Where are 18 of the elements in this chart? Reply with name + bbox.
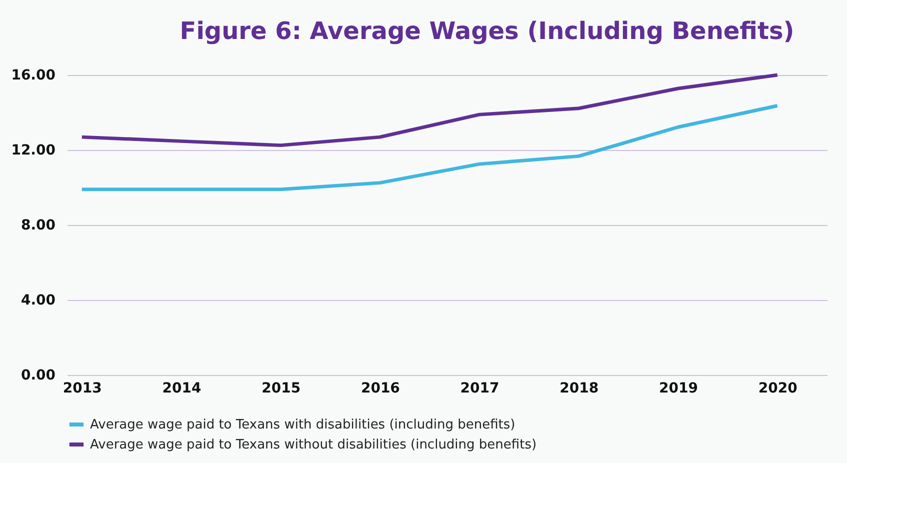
- y-tick-label: 4.00: [20, 292, 56, 308]
- x-tick-label: 2018: [560, 380, 599, 396]
- y-tick-label: 12.00: [11, 142, 56, 158]
- x-tick-label: 2020: [758, 380, 798, 396]
- x-tick-label: 2016: [360, 380, 400, 396]
- x-tick-label: 2017: [460, 380, 500, 396]
- x-tick-label: 2013: [62, 380, 102, 396]
- line-series: [80, 73, 780, 148]
- legend-label: Average wage paid to Texans with disabilities (including benefits): [90, 418, 516, 432]
- legend-label: Average wage paid to Texans without disabilities (including benefits): [90, 438, 537, 452]
- line-series: [80, 104, 780, 192]
- y-tick-label: 16.00: [11, 68, 56, 84]
- x-tick-label: 2014: [162, 380, 202, 396]
- x-tick-label: 2015: [262, 380, 301, 396]
- y-tick-label: 0.00: [20, 368, 56, 384]
- chart-title: Figure 6: Average Wages (Including Benefits): [180, 17, 794, 45]
- y-tick-label: 8.00: [20, 218, 56, 234]
- x-tick-label: 2019: [658, 380, 698, 396]
